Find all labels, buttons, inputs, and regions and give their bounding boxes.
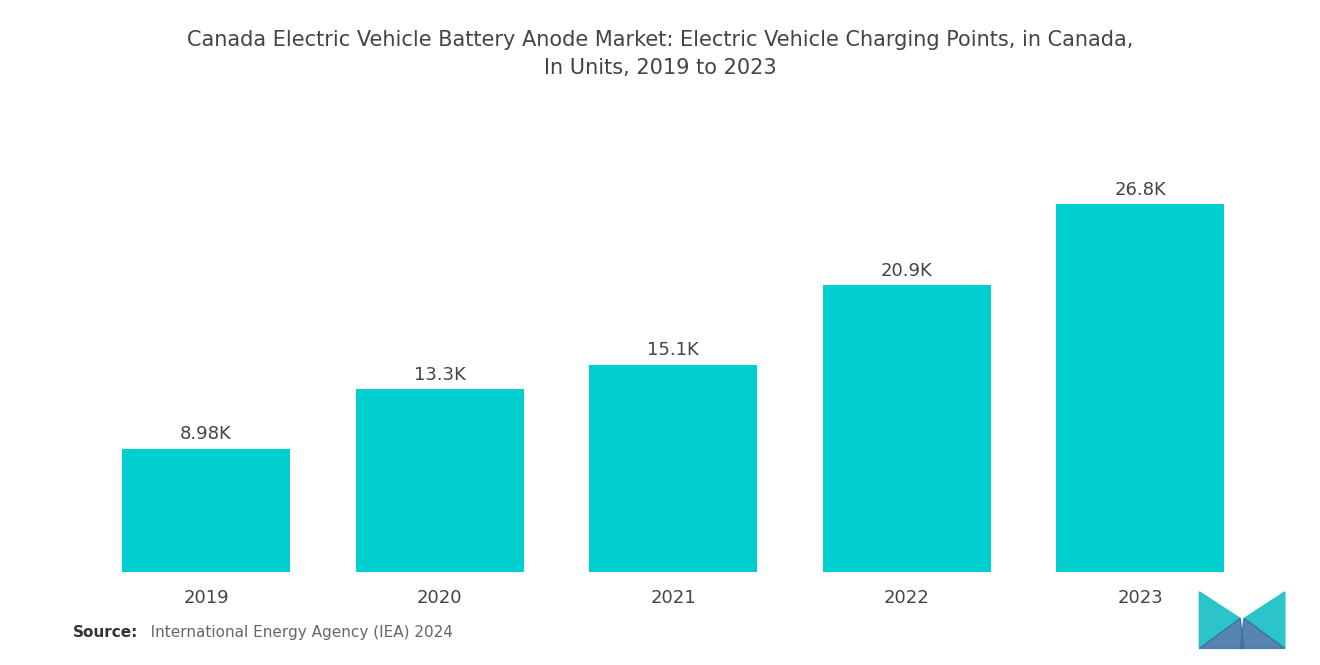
Polygon shape <box>1243 592 1284 648</box>
Text: International Energy Agency (IEA) 2024: International Energy Agency (IEA) 2024 <box>136 624 453 640</box>
Polygon shape <box>1200 592 1241 648</box>
Polygon shape <box>1241 618 1284 648</box>
Text: 8.98K: 8.98K <box>181 425 232 444</box>
Text: Canada Electric Vehicle Battery Anode Market: Electric Vehicle Charging Points, : Canada Electric Vehicle Battery Anode Ma… <box>187 30 1133 78</box>
Bar <box>1056 204 1225 572</box>
Text: 20.9K: 20.9K <box>880 262 933 280</box>
Text: Source:: Source: <box>73 624 139 640</box>
Bar <box>822 285 991 572</box>
Bar <box>589 365 758 572</box>
Bar <box>355 390 524 572</box>
Text: 13.3K: 13.3K <box>413 366 466 384</box>
Bar <box>121 449 290 572</box>
Text: 26.8K: 26.8K <box>1114 181 1166 199</box>
Text: 15.1K: 15.1K <box>647 341 700 359</box>
Polygon shape <box>1200 618 1243 648</box>
